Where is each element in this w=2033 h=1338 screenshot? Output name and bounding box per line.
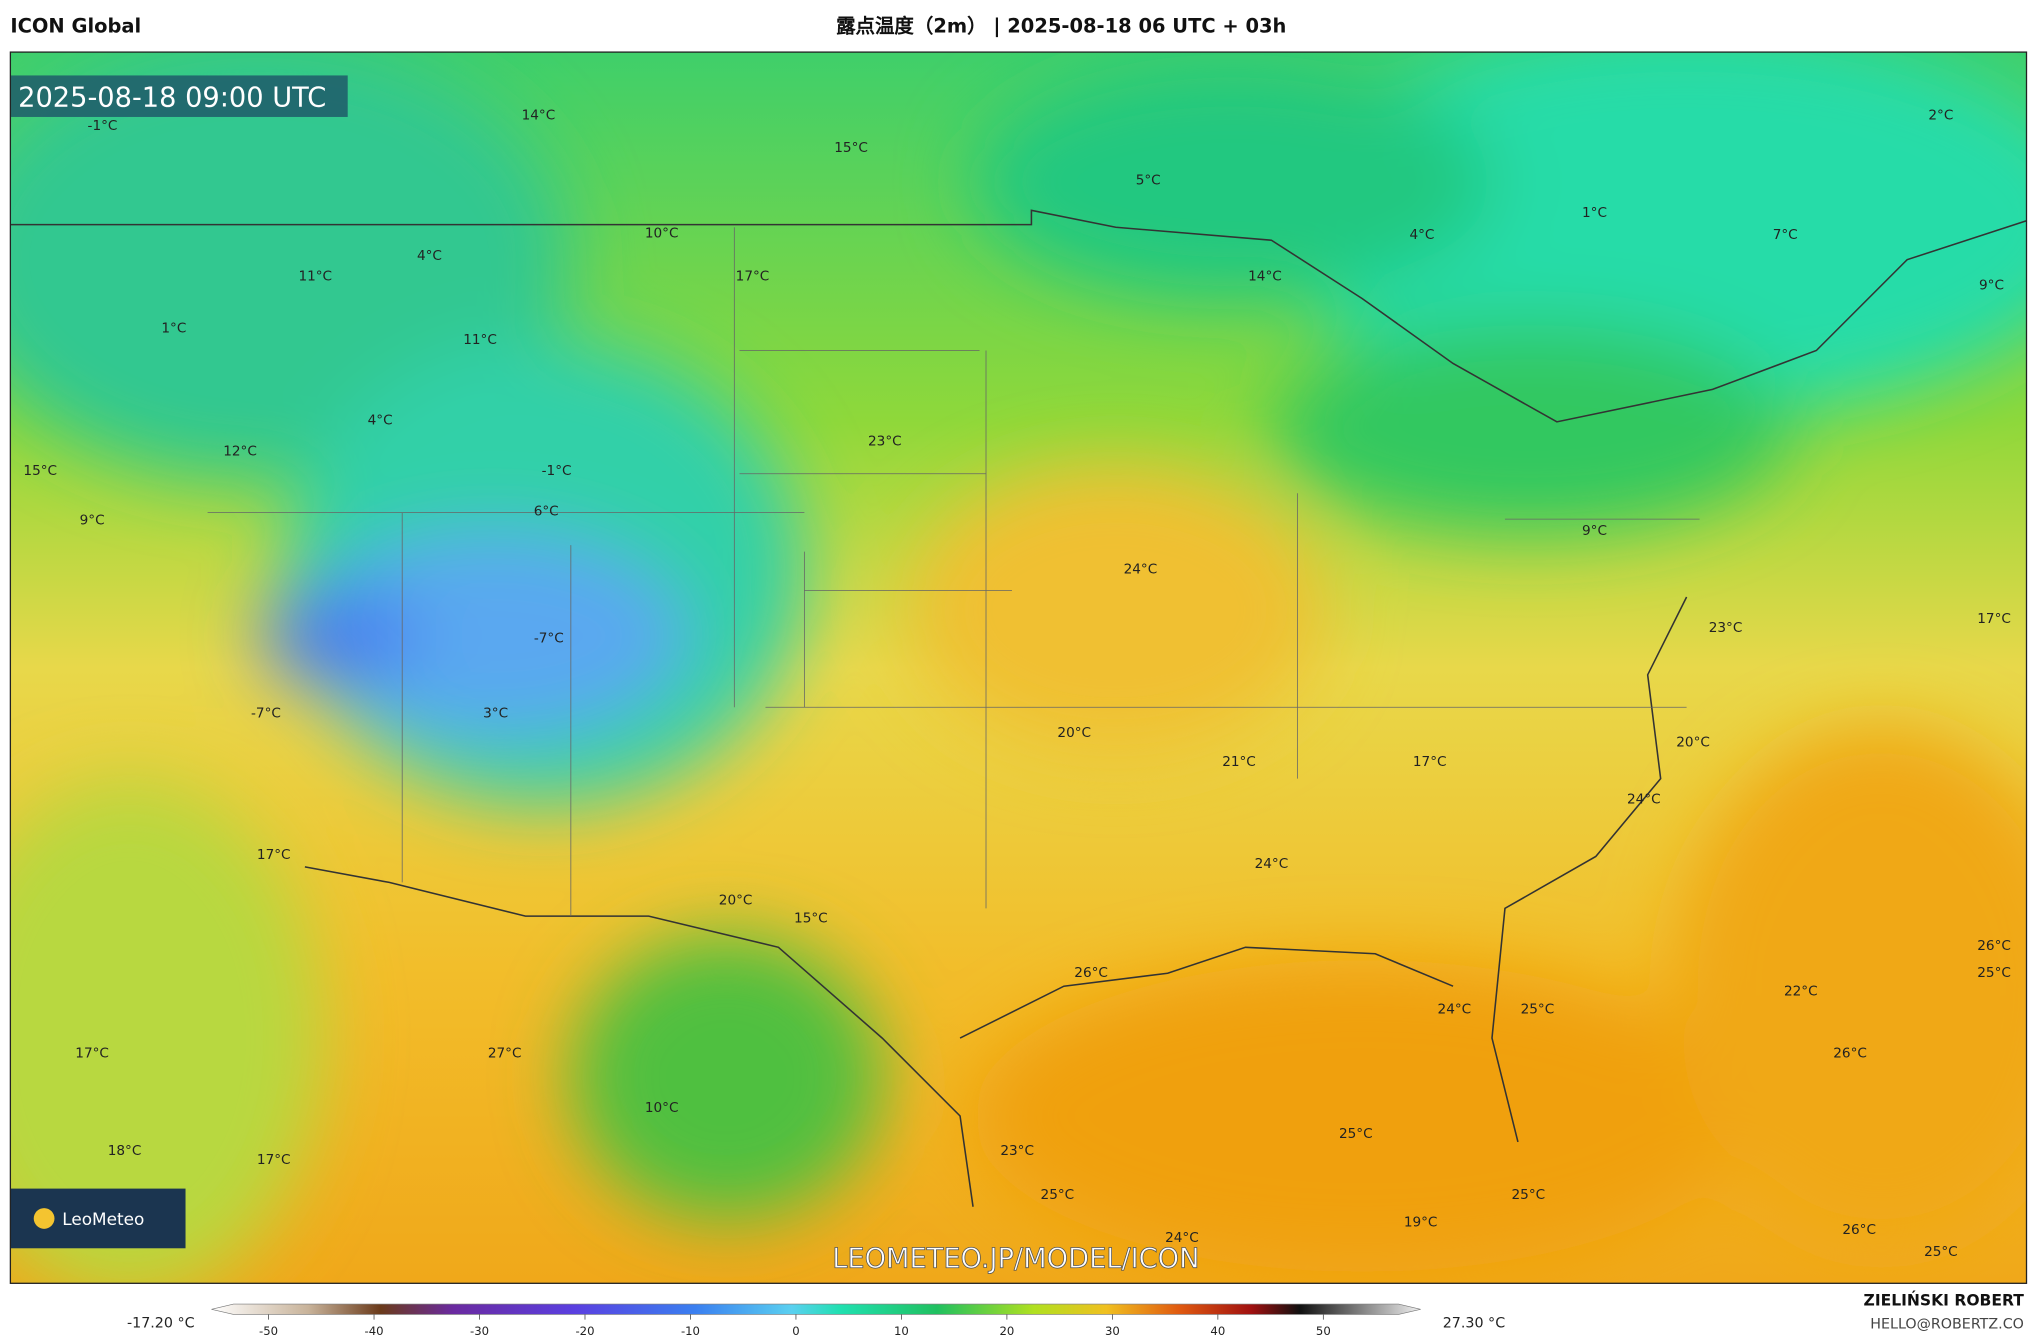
map-label: 7°C (1773, 227, 1798, 243)
map-label: 17°C (75, 1046, 109, 1062)
map-label: 17°C (257, 847, 291, 863)
map-label: 20°C (1676, 734, 1710, 750)
map-label: 25°C (1512, 1187, 1546, 1203)
map-label: 5°C (1136, 173, 1161, 189)
map-label: 24°C (1165, 1230, 1199, 1246)
map-label: 25°C (1977, 965, 2011, 981)
colorbar-tick-label: -20 (575, 1324, 594, 1338)
colorbar-tick-label: 10 (894, 1324, 909, 1338)
map-label: -1°C (542, 463, 572, 479)
map-labels: -1°C 14°C 15°C 5°C 2°C 1°C 4°C 7°C 9°C 14°C 10°C 17… (23, 108, 2010, 1261)
map-label: 24°C (1255, 856, 1289, 872)
map-label: 9°C (80, 512, 105, 528)
map-label: -7°C (534, 631, 564, 647)
logo-sun (33, 1208, 55, 1229)
map-label: 24°C (1627, 791, 1661, 807)
map-label: 23°C (1000, 1143, 1034, 1159)
credit-email: HELLO@ROBERTZ.CO (1870, 1317, 2024, 1333)
colorbar (211, 1303, 1421, 1315)
map-label: 20°C (719, 893, 753, 909)
map-label: 21°C (1222, 754, 1256, 770)
map-label: 24°C (1124, 562, 1158, 578)
map-label: 4°C (368, 413, 393, 429)
colorbar-tick-label: -10 (681, 1324, 700, 1338)
map-label: 24°C (1438, 1002, 1472, 1018)
map-label: 2°C (1928, 108, 1953, 124)
time-box (10, 75, 348, 117)
map-label: 20°C (1057, 725, 1091, 741)
model-name: ICON Global (10, 15, 141, 38)
map-label: 15°C (834, 140, 868, 156)
map-label: 22°C (1784, 983, 1818, 999)
map-label: 17°C (1413, 754, 1447, 770)
map-label: 25°C (1339, 1126, 1373, 1142)
credit-name: ZIELIŃSKI ROBERT (1864, 1290, 2025, 1309)
valid-time: 2025-08-18 09:00 UTC (18, 83, 326, 114)
map-label: 14°C (1248, 269, 1282, 285)
map-label: 15°C (794, 911, 828, 927)
map-label: 9°C (1582, 523, 1607, 539)
map-label: 25°C (1924, 1244, 1958, 1260)
map-label: 26°C (1833, 1046, 1867, 1062)
colorbar-min: -17.20 °C (127, 1315, 195, 1331)
colorbar-tick-label: -30 (470, 1324, 489, 1338)
colorbar-tick-label: 30 (1105, 1324, 1120, 1338)
map-label: 1°C (161, 320, 186, 336)
colorbar-tick-label: 50 (1316, 1324, 1331, 1338)
map: 2025-08-18 09:00 UTC -1°C 14°C 15°C 5°C 2°C 1… (10, 52, 2027, 1284)
colorbar-tick-label: 40 (1210, 1324, 1225, 1338)
map-frame (9, 51, 2028, 1284)
colorbar-ticks: -50 -40 -30 -20 -10 0 10 20 30 40 50 (259, 1314, 1331, 1338)
colorbar-tick-label: 0 (792, 1324, 799, 1338)
map-label: 1°C (1582, 205, 1607, 221)
map-label: 4°C (1409, 227, 1434, 243)
map-label: 17°C (257, 1152, 291, 1168)
map-label: 6°C (534, 503, 559, 519)
map-label: 14°C (522, 108, 556, 124)
state-lines (207, 227, 1700, 917)
map-label: 10°C (645, 1100, 679, 1116)
map-label: -7°C (251, 706, 281, 722)
map-label: 19°C (1404, 1214, 1438, 1230)
colorbar-tick-label: 20 (999, 1324, 1014, 1338)
colorbar-tick-label: -40 (365, 1324, 384, 1338)
colorbar-tick-label: -50 (259, 1324, 278, 1338)
map-label: 26°C (1074, 965, 1108, 981)
map-label: 15°C (23, 463, 57, 479)
map-label: 25°C (1521, 1002, 1555, 1018)
temperature-field (10, 52, 2027, 1284)
map-label: 23°C (1709, 620, 1743, 636)
watermark: LEOMETEO.JP/MODEL/ICON (832, 1244, 1199, 1275)
map-label: 26°C (1842, 1222, 1876, 1238)
map-label: 27°C (488, 1046, 522, 1062)
borders (10, 209, 2027, 1207)
map-label: 25°C (1041, 1187, 1075, 1203)
map-label: 12°C (223, 444, 257, 460)
map-label: 18°C (108, 1143, 142, 1159)
map-label: 26°C (1977, 938, 2011, 954)
map-label: 17°C (1977, 611, 2011, 627)
map-label: 4°C (417, 248, 442, 264)
map-label: -1°C (88, 118, 118, 134)
map-label: 23°C (868, 433, 902, 449)
map-label: 17°C (736, 269, 770, 285)
map-label: 3°C (483, 706, 508, 722)
logo-text: LeoMeteo (62, 1209, 144, 1229)
colorbar-max: 27.30 °C (1443, 1315, 1506, 1331)
map-title: 露点温度（2m） | 2025-08-18 06 UTC + 03h (836, 15, 1286, 38)
map-label: 9°C (1979, 278, 2004, 294)
map-label: 11°C (298, 269, 332, 285)
map-label: 11°C (463, 332, 497, 348)
map-label: 10°C (645, 226, 679, 242)
